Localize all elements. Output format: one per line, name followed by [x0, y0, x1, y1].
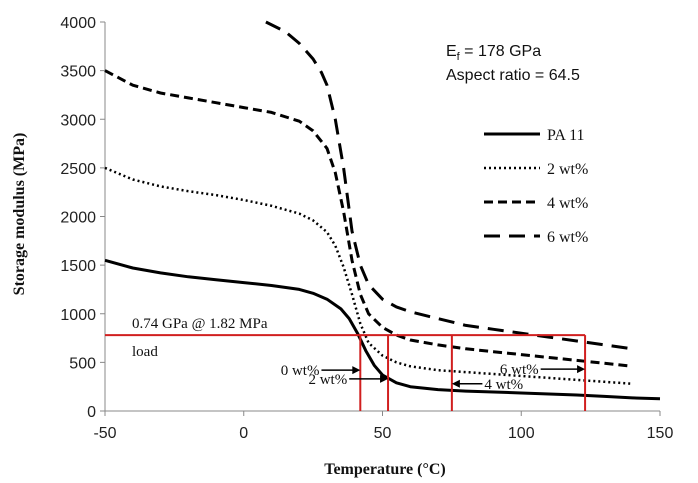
- hdt-arrow-head: [451, 379, 460, 388]
- hdt-arrow-label: 4 wt%: [484, 377, 523, 393]
- y-tick-label: 3500: [60, 64, 96, 81]
- fiber-modulus-text: Ef = 178 GPa: [446, 43, 541, 63]
- y-tick-label: 500: [69, 355, 96, 372]
- legend-label: 4 wt%: [547, 195, 588, 212]
- hdt-arrow-head: [577, 365, 586, 374]
- hdt-arrow-label: 0 wt%: [281, 363, 320, 379]
- y-tick-label: 4000: [60, 15, 96, 32]
- series-group: [104, 20, 661, 401]
- plot-area: -50 0 50 100 150 0 500 1000 1500 2000 2500 3000 350…: [60, 15, 673, 442]
- y-tick-label: 1500: [60, 258, 96, 275]
- legend-label: 2 wt%: [547, 161, 588, 178]
- x-tick-label: 150: [647, 425, 674, 442]
- y-ticks: 0 500 1000 1500 2000 2500 3000 3500 4000: [60, 15, 105, 421]
- aspect-ratio-text: Aspect ratio = 64.5: [446, 67, 580, 84]
- info-box: Ef = 178 GPa Aspect ratio = 64.5: [446, 43, 580, 84]
- series-line-3: [265, 20, 633, 351]
- hdt-arrow-head: [352, 366, 361, 375]
- x-tick-label: 50: [374, 425, 392, 442]
- hdt-arrow-label: 2 wt%: [308, 372, 347, 388]
- x-tick-label: 0: [239, 425, 248, 442]
- y-tick-label: 2500: [60, 161, 96, 178]
- legend: PA 11 2 wt% 4 wt% 6 wt%: [484, 127, 588, 246]
- y-axis-title: Storage modulus (MPa): [11, 133, 28, 296]
- legend-label: PA 11: [547, 127, 585, 144]
- y-tick-label: 3000: [60, 112, 96, 129]
- hdt-label-line1: 0.74 GPa @ 1.82 MPa: [132, 316, 268, 332]
- hdt-arrow-head: [380, 374, 389, 383]
- series-line-0: [104, 258, 661, 401]
- series-line-1: [104, 166, 633, 386]
- hdt-arrow-label: 6 wt%: [500, 362, 539, 378]
- legend-label: 6 wt%: [547, 229, 588, 246]
- hdt-lines: 0 wt%2 wt% 4 wt%6 wt%: [105, 334, 587, 411]
- x-axis-title: Temperature (°C): [324, 461, 445, 478]
- x-tick-label: 100: [508, 425, 535, 442]
- y-tick-label: 2000: [60, 210, 96, 227]
- x-tick-label: -50: [93, 425, 116, 442]
- x-ticks: -50 0 50 100 150: [93, 411, 673, 442]
- hdt-label-line2: load: [132, 344, 158, 360]
- y-tick-label: 1000: [60, 307, 96, 324]
- y-tick-label: 0: [87, 404, 96, 421]
